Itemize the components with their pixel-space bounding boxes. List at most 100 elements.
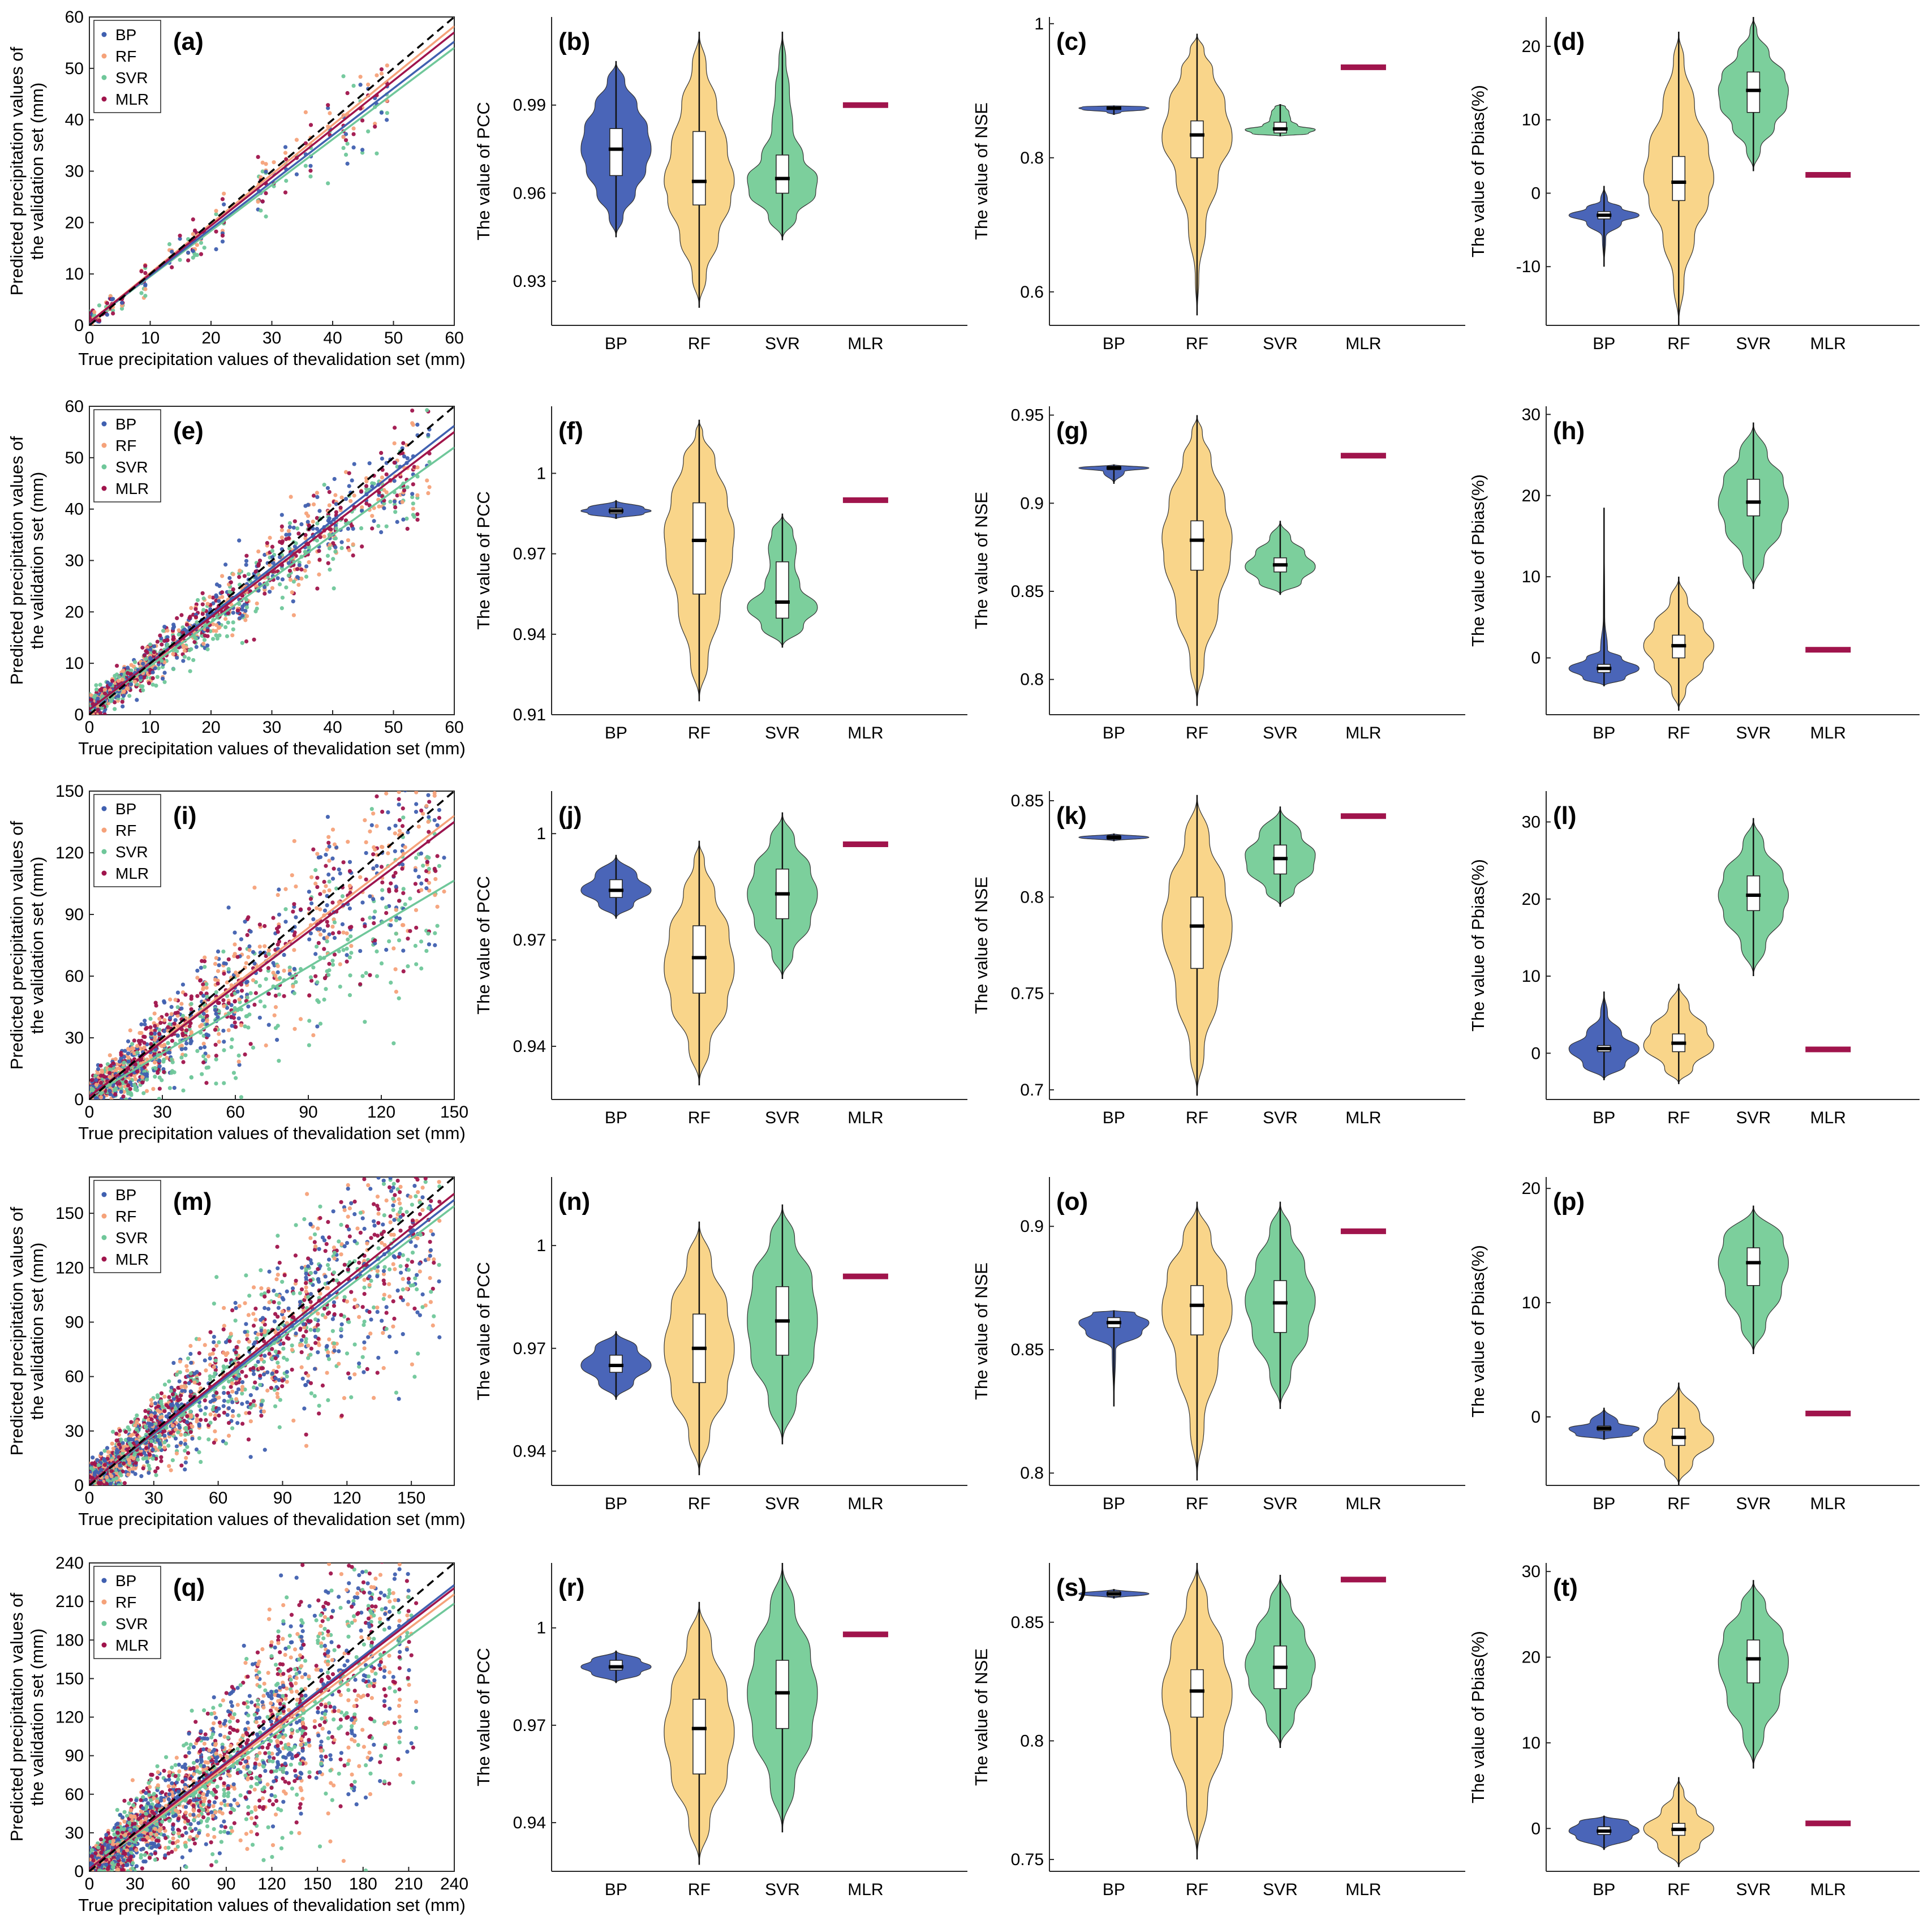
- scatter-point-bp: [117, 1059, 122, 1064]
- legend-marker-mlr: [101, 96, 107, 102]
- scatter-point-mlr: [425, 393, 429, 397]
- scatter-point-svr: [197, 1436, 201, 1441]
- scatter-point-svr: [339, 545, 344, 551]
- scatter-point-svr: [225, 994, 230, 998]
- scatter-point-rf: [302, 1325, 307, 1330]
- scatter-point-rf: [223, 617, 228, 621]
- scatter-point-svr: [414, 856, 419, 860]
- scatter-point-svr: [345, 946, 349, 951]
- scatter-point-mlr: [400, 824, 405, 828]
- scatter-point-rf: [279, 528, 284, 532]
- scatter-point-rf: [245, 1333, 249, 1338]
- scatter-point-mlr: [397, 899, 402, 903]
- violin-box: [1190, 520, 1204, 571]
- x-tick-label: 50: [384, 329, 403, 347]
- scatter-point-svr: [189, 1075, 193, 1080]
- x-tick-label: 90: [273, 1489, 292, 1507]
- scatter-point-svr: [311, 965, 316, 970]
- scatter-point-bp: [227, 575, 232, 581]
- scatter-point-rf: [411, 506, 415, 511]
- scatter-point-mlr: [142, 653, 147, 658]
- scatter-point-bp: [245, 1400, 249, 1404]
- scatter-point-bp: [401, 1332, 405, 1337]
- y-tick-label: -10: [1516, 257, 1541, 276]
- x-tick-label-bp: BP: [1103, 1109, 1125, 1127]
- scatter-point-rf: [364, 840, 368, 845]
- scatter-point-svr: [244, 1014, 248, 1019]
- scatter-point-svr: [385, 111, 389, 115]
- scatter-point-svr: [327, 546, 332, 551]
- scatter-point-svr: [406, 964, 410, 969]
- scatter-point-mlr: [148, 668, 153, 672]
- scatter-point-svr: [153, 1075, 157, 1079]
- scatter-point-svr: [113, 1088, 118, 1092]
- y-tick-label: 90: [65, 1313, 84, 1331]
- scatter-point-mlr: [358, 982, 363, 986]
- scatter-point-mlr: [299, 1350, 304, 1355]
- scatter-point-mlr: [202, 959, 207, 964]
- scatter-point-mlr: [389, 881, 393, 886]
- scatter-point-rf: [107, 1053, 112, 1058]
- scatter-point-rf: [322, 534, 326, 539]
- scatter-point-mlr: [364, 877, 368, 882]
- scatter-point-mlr: [271, 916, 276, 920]
- scatter-point-rf: [292, 839, 296, 843]
- scatter-point-svr: [401, 815, 406, 820]
- scatter-point-bp: [437, 1279, 441, 1284]
- scatter-point-svr: [381, 1151, 385, 1155]
- scatter-point-mlr: [379, 450, 384, 455]
- scatter-point-svr: [265, 575, 270, 579]
- scatter-point-svr: [341, 74, 346, 79]
- scatter-point-mlr: [259, 1414, 264, 1418]
- scatter-point-mlr: [239, 989, 244, 993]
- scatter-point-mlr: [327, 961, 332, 966]
- x-tick-label: 60: [445, 718, 463, 737]
- scatter-point-mlr: [183, 993, 188, 997]
- scatter-point-bp: [351, 526, 355, 531]
- scatter-point-rf: [358, 75, 363, 79]
- violin-bp: [580, 500, 652, 519]
- scatter-point-mlr: [392, 426, 397, 430]
- scatter-point-mlr: [220, 590, 225, 595]
- scatter-point-rf: [153, 1034, 157, 1039]
- scatter-point-rf: [205, 1018, 209, 1023]
- scatter-point-bp: [236, 1016, 241, 1021]
- scatter-point-rf: [233, 942, 237, 947]
- scatter-point-mlr: [214, 229, 218, 234]
- violin-box: [609, 879, 623, 898]
- scatter-point-rf: [385, 63, 389, 68]
- scatter-point-rf: [311, 519, 315, 524]
- scatter-point-rf: [152, 1011, 157, 1016]
- scatter-point-mlr: [89, 698, 94, 702]
- scatter-point-bp: [216, 1015, 220, 1020]
- scatter-point-bp: [175, 990, 180, 995]
- scatter-point-bp: [148, 647, 153, 652]
- scatter-point-rf: [264, 1043, 268, 1048]
- scatter-point-mlr: [408, 929, 412, 933]
- scatter-point-rf: [352, 493, 356, 498]
- violin-rf: [664, 31, 735, 308]
- scatter-point-mlr: [162, 638, 167, 643]
- panel-label: (c): [1056, 28, 1087, 55]
- scatter-point-svr: [334, 526, 338, 531]
- scatter-point-svr: [217, 633, 222, 638]
- panel-label: (e): [173, 417, 204, 445]
- scatter-point-bp: [389, 923, 393, 927]
- scatter-point-bp: [346, 526, 351, 531]
- violin-box: [1746, 875, 1761, 911]
- scatter-point-svr: [368, 916, 372, 920]
- panel-a: 0 10 20 30 40 50 600102030405060BPRFSVRMLR(a)T…: [7, 8, 466, 369]
- x-tick-label-mlr: MLR: [847, 724, 883, 742]
- scatter-point-svr: [263, 1004, 267, 1009]
- scatter-point-bp: [318, 855, 323, 860]
- scatter-point-svr: [113, 707, 117, 711]
- scatter-point-rf: [364, 476, 369, 480]
- scatter-point-mlr: [193, 607, 198, 611]
- scatter-point-svr: [94, 683, 98, 688]
- y-tick-label: 10: [65, 265, 84, 284]
- y-tick-label: 50: [65, 59, 84, 78]
- y-tick-label: 10: [1522, 111, 1541, 130]
- scatter-point-mlr: [237, 575, 242, 579]
